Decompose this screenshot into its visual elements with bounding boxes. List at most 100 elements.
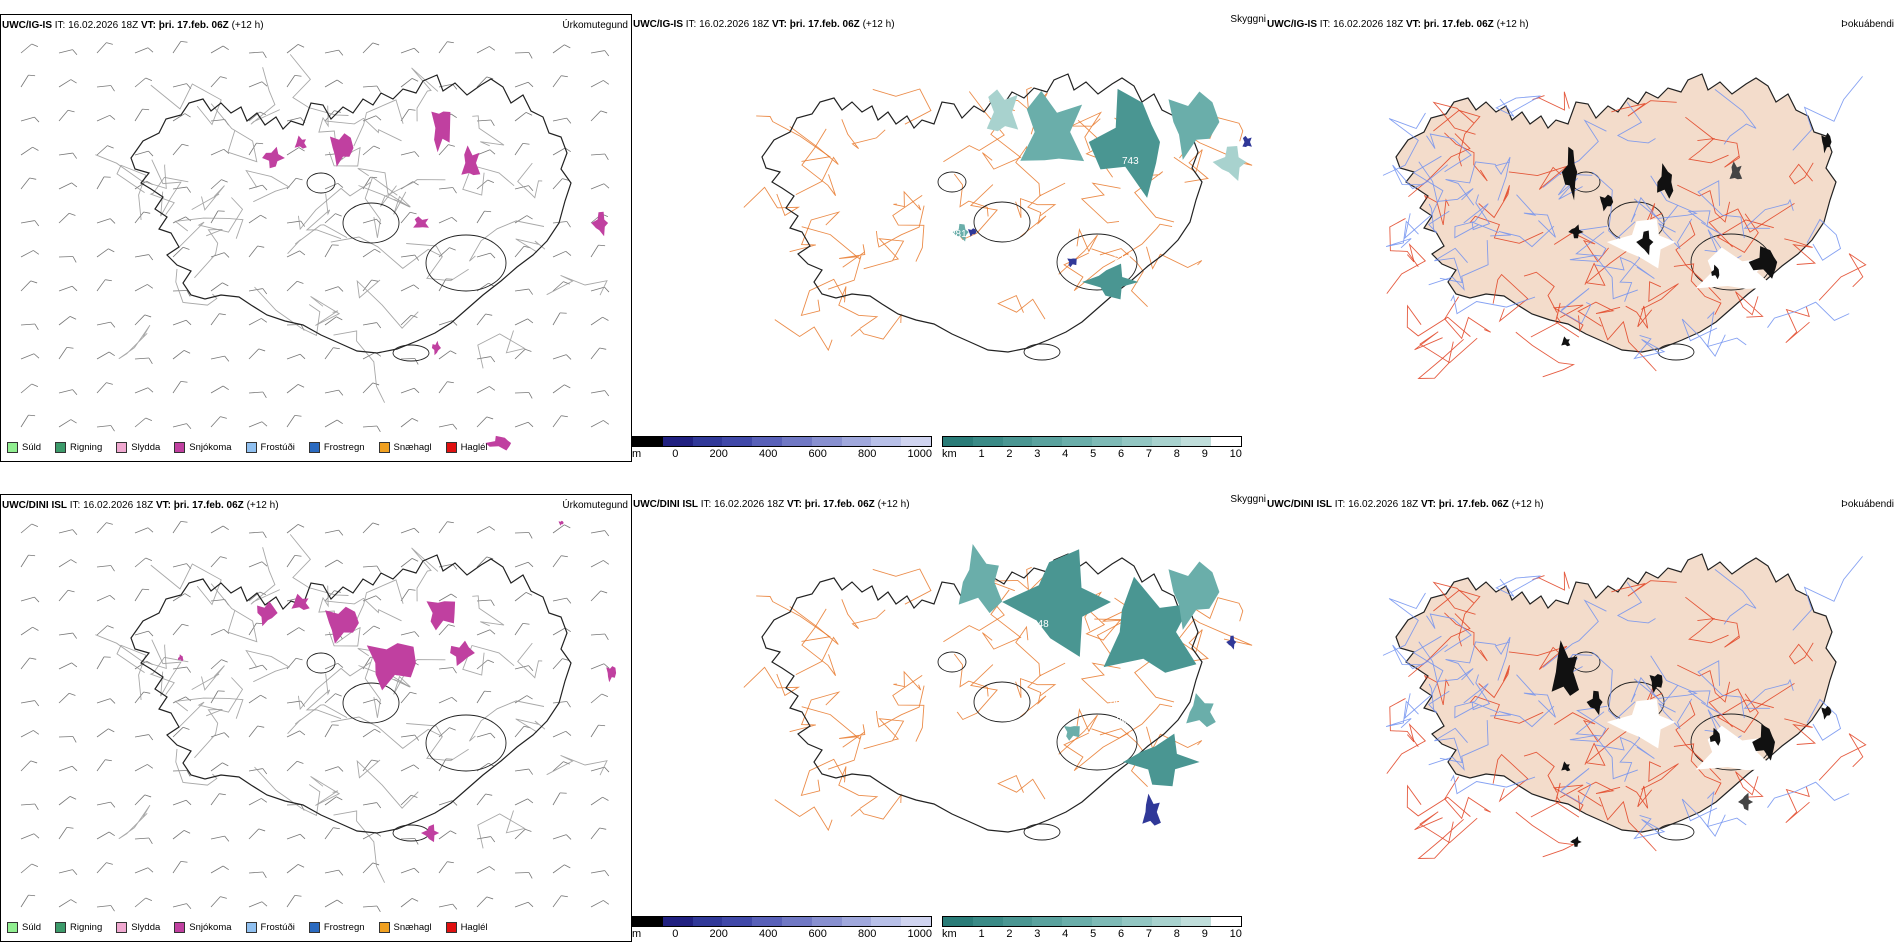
colorbar-tick: 3 (1034, 448, 1041, 460)
colorbar-cell (972, 437, 1003, 446)
colorbar-tick: 7 (1145, 448, 1153, 460)
panel-title: UWC/DINI ISL IT: 16.02.2026 18Z VT: þri.… (1267, 499, 1544, 510)
colorbar-unit: m (632, 448, 642, 460)
legend-label: Snæhagl (393, 922, 432, 933)
legend-item: Haglél (445, 922, 488, 933)
legend-label: Rigning (70, 922, 103, 933)
visibility-label: 523 (894, 607, 911, 618)
precip-legend: Súld Rigning Slydda Snjókoma Frostúði Frostre… (7, 922, 488, 933)
colorbar-tick: 200 (709, 928, 728, 940)
legend-item: Súld (7, 442, 41, 453)
colorbar-tick: 8 (1173, 448, 1180, 460)
colorbar-cell (871, 917, 902, 926)
colorbar-cell (1211, 437, 1241, 446)
colorbar-tick: 6 (1117, 448, 1125, 460)
colorbar-strip (632, 916, 932, 927)
legend-label: Súld (22, 922, 42, 933)
colorbar-cell (1181, 437, 1212, 446)
legend-item: Snjókoma (174, 922, 232, 933)
colorbar-cell (943, 917, 973, 926)
legend-swatch (116, 922, 128, 933)
legend-label: Rigning (70, 442, 103, 453)
colorbar-tick: 600 (808, 928, 827, 940)
colorbar-strip (942, 916, 1242, 927)
legend-label: Snæhagl (393, 442, 432, 453)
colorbar-strip (942, 436, 1242, 447)
visibility-label: 555 (894, 135, 911, 146)
colorbar-cell (1181, 917, 1212, 926)
legend-label: Frostregn (323, 922, 365, 933)
colorbar-tick: 400 (759, 928, 778, 940)
colorbar-cell (1002, 917, 1033, 926)
colorbar-tick: 9 (1201, 928, 1208, 940)
visibility-colorbar: km 1 2 3 4 5 6 7 8 9 10 (942, 436, 1242, 460)
colorbar-cell (752, 917, 782, 926)
colorbar-cell (1032, 437, 1063, 446)
colorbar-tick: 3 (1034, 928, 1041, 940)
panel-title: UWC/IG-IS IT: 16.02.2026 18Z VT: þri. 17… (1267, 19, 1529, 30)
legend-swatch (7, 442, 18, 453)
precip-map-top (20, 40, 610, 451)
legend-item: Frostregn (308, 442, 365, 453)
precip-panel-top: UWC/IG-IS IT: 16.02.2026 18Z VT: þri. 17… (0, 14, 632, 462)
colorbar-cell (972, 917, 1003, 926)
colorbar-cell (722, 917, 753, 926)
legend-swatch (174, 442, 186, 453)
colorbar-cell (1211, 917, 1241, 926)
legend-item: Súld (7, 922, 41, 933)
colorbar-cell (1002, 437, 1033, 446)
fog-panel-bottom: UWC/DINI ISL IT: 16.02.2026 18Z VT: þri.… (1266, 494, 1900, 942)
colorbar-cell (1151, 917, 1182, 926)
colorbar-tick: 6 (1117, 928, 1125, 940)
colorbar-cell (1121, 917, 1152, 926)
legend-swatch (308, 922, 320, 933)
legend-item: Haglél (445, 442, 488, 453)
colorbar-cell (1121, 437, 1152, 446)
legend-label: Frostúði (260, 442, 295, 453)
colorbar-tick: 2 (1006, 928, 1013, 940)
height-colorbar: m 0 200 400 600 800 1000 (632, 436, 932, 460)
legend-item: Snjókoma (174, 442, 232, 453)
colorbar-cell (692, 437, 723, 446)
panel-type-label: Þokuábendi (1841, 499, 1894, 510)
panel-type-label: Skyggni (1230, 14, 1266, 25)
visibility-label: 848 (1032, 619, 1049, 630)
legend-label: Snjókoma (189, 922, 232, 933)
legend-label: Slydda (131, 442, 161, 453)
colorbar-cell (781, 917, 812, 926)
colorbar-tick: 0 (672, 928, 679, 940)
legend-swatch (245, 922, 257, 933)
colorbar-cell (1151, 437, 1182, 446)
colorbar-tick: 0 (672, 448, 679, 460)
colorbar-tick: 5 (1090, 448, 1097, 460)
legend-item: Snæhagl (378, 922, 432, 933)
colorbar-cell (901, 917, 931, 926)
colorbar-cell (662, 917, 693, 926)
colorbar-tick: 10 (1229, 448, 1242, 460)
height-colorbar: m 0 200 400 600 800 1000 (632, 916, 932, 940)
panel-title: UWC/DINI ISL IT: 16.02.2026 18Z VT: þri.… (633, 499, 910, 510)
legend-item: Slydda (116, 442, 160, 453)
precip-panel-bottom: UWC/DINI ISL IT: 16.02.2026 18Z VT: þri.… (0, 494, 632, 942)
colorbar-strip (632, 436, 932, 447)
legend-swatch (445, 922, 457, 933)
legend-label: Slydda (131, 922, 161, 933)
panel-type-label: Þokuábendi (1841, 19, 1894, 30)
colorbar-cell (1091, 917, 1122, 926)
colorbar-cell (1062, 917, 1092, 926)
legend-swatch (174, 922, 186, 933)
colorbar-tick: 1 (978, 928, 985, 940)
legend-label: Frostúði (260, 922, 295, 933)
colorbar-tick: 800 (858, 448, 877, 460)
colorbar-cell (722, 437, 753, 446)
colorbar-tick: 600 (808, 448, 827, 460)
legend-item: Snæhagl (378, 442, 432, 453)
colorbar-tick: 5 (1090, 928, 1097, 940)
colorbar-cell (633, 917, 663, 926)
panel-title: UWC/DINI ISL IT: 16.02.2026 18Z VT: þri.… (2, 500, 279, 511)
colorbar-tick: 2 (1006, 448, 1013, 460)
colorbar-unit: m (632, 928, 642, 940)
panel-type-label: Úrkomutegund (562, 20, 628, 31)
legend-item: Rigning (55, 922, 102, 933)
fog-map-bottom (1382, 553, 1867, 859)
